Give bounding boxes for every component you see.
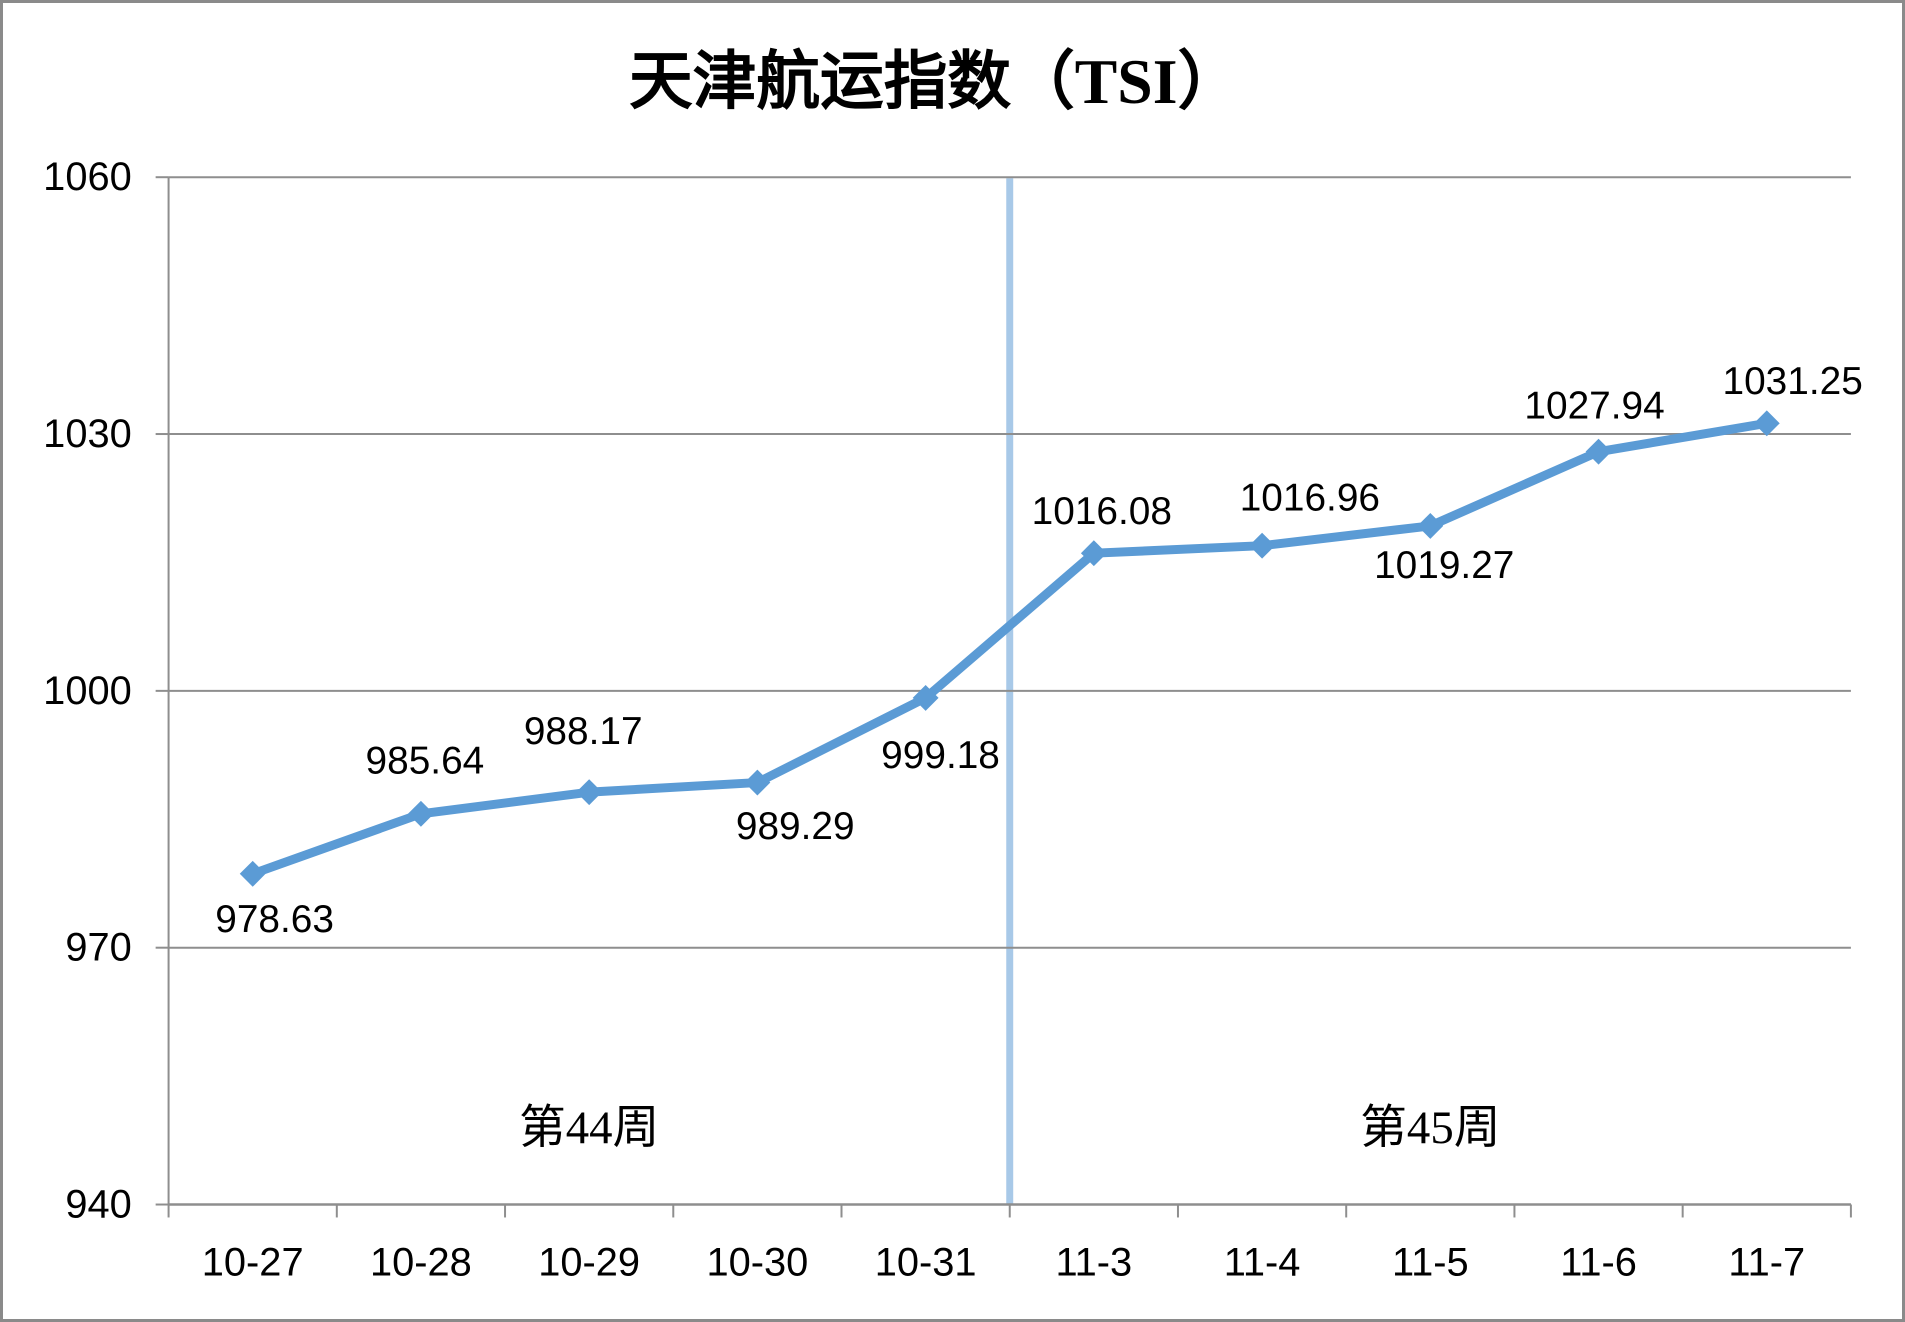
- data-point-label: 1031.25: [1723, 360, 1863, 403]
- y-tick-label: 1000: [43, 669, 132, 713]
- data-point-marker: [912, 684, 939, 711]
- x-tick-label: 11-7: [1728, 1240, 1805, 1284]
- data-point-marker: [1753, 410, 1780, 437]
- chart-title: 天津航运指数（TSI）: [629, 46, 1241, 117]
- data-point-label: 1027.94: [1524, 384, 1664, 427]
- data-point-label: 988.17: [524, 710, 643, 753]
- data-point-marker: [1585, 438, 1612, 465]
- data-point-label: 978.63: [215, 898, 334, 941]
- y-tick-label: 1030: [43, 412, 132, 456]
- labels-layer: 978.63 985.64 988.17 989.29 999.18 1016.08 101…: [215, 360, 1863, 941]
- data-point-label: 985.64: [366, 740, 485, 783]
- x-tick-label: 10-28: [370, 1240, 472, 1284]
- data-point-marker: [1249, 532, 1276, 559]
- x-tick-label: 10-29: [538, 1240, 640, 1284]
- series-line: [248, 418, 1772, 879]
- x-tick-label: 10-31: [875, 1240, 977, 1284]
- x-tick-label: 10-27: [202, 1240, 304, 1284]
- series-layer: [239, 410, 1780, 887]
- data-point-marker: [407, 800, 434, 827]
- data-point-label: 989.29: [736, 805, 855, 848]
- data-point-marker: [1080, 540, 1107, 567]
- x-tick-label: 11-5: [1392, 1240, 1469, 1284]
- x-tick-label: 11-6: [1560, 1240, 1637, 1284]
- data-point-marker: [1417, 512, 1444, 539]
- data-point-label: 999.18: [881, 734, 1000, 777]
- data-point-marker: [744, 769, 771, 796]
- week-45-annotation: 第45周: [1360, 1102, 1500, 1154]
- data-point-marker: [239, 860, 266, 887]
- y-tick-label: 940: [65, 1183, 131, 1227]
- data-point-label: 1016.96: [1240, 476, 1380, 519]
- data-point-label: 1019.27: [1374, 544, 1514, 587]
- x-tick-label: 11-4: [1224, 1240, 1301, 1284]
- tsi-line-chart: 940 970 1000 1030 1060 10-27 10-28 10-29 10-30 10…: [43, 46, 1863, 1284]
- week-44-annotation: 第44周: [519, 1102, 659, 1154]
- y-tick-label: 970: [65, 926, 131, 970]
- data-point-marker: [576, 779, 603, 806]
- axes-layer: 940 970 1000 1030 1060 10-27 10-28 10-29 10-30 10…: [43, 155, 1852, 1284]
- x-tick-label: 11-3: [1056, 1240, 1133, 1284]
- data-point-label: 1016.08: [1032, 490, 1172, 533]
- y-tick-label: 1060: [43, 155, 132, 199]
- x-tick-label: 10-30: [706, 1240, 808, 1284]
